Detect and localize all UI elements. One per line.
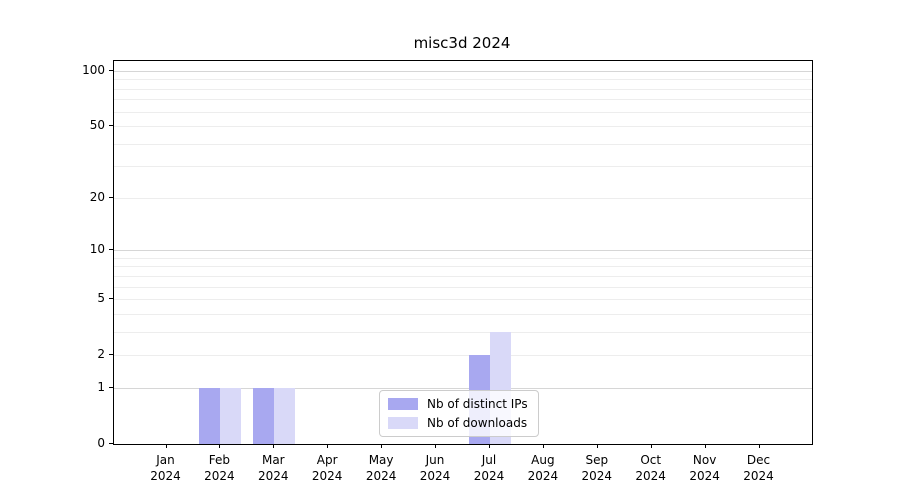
- y-tick-mark-20: [109, 196, 113, 198]
- y-tick-mark-1: [109, 386, 113, 388]
- x-tick-year: 2024: [527, 469, 559, 484]
- x-tick-month: Apr: [316, 453, 338, 467]
- x-tick-mark-jul: [489, 444, 490, 448]
- bar-nb-of-downloads-mar: [274, 387, 296, 444]
- x-tick-mark-dec: [758, 444, 760, 448]
- y-tick-label-5: 5: [97, 291, 105, 306]
- x-tick-label-may: May 2024: [349, 452, 413, 484]
- x-tick-mark-jan: [165, 444, 167, 448]
- x-tick-mark-oct: [650, 444, 652, 448]
- x-tick-label-oct: Oct 2024: [619, 452, 683, 484]
- chart-title: misc3d 2024: [413, 34, 511, 52]
- x-tick-year: 2024: [419, 469, 451, 484]
- gridline-60: [114, 111, 812, 113]
- legend: Nb of distinct IPs Nb of downloads: [379, 390, 539, 437]
- gridline-3: [114, 331, 812, 333]
- x-tick-mark-aug: [542, 444, 544, 448]
- plot-area: Nb of distinct IPs Nb of downloads: [113, 60, 813, 445]
- x-tick-mark-apr: [327, 444, 329, 448]
- y-tick-label-100: 100: [82, 62, 105, 77]
- gridline-100: [114, 70, 812, 72]
- gridline-9: [114, 257, 812, 259]
- legend-item-downloads: Nb of downloads: [388, 416, 528, 430]
- y-tick-mark-0: [109, 443, 113, 444]
- x-tick-label-aug: Aug 2024: [511, 452, 575, 484]
- x-tick-month: Dec: [746, 453, 771, 467]
- x-tick-month: Nov: [692, 453, 717, 467]
- y-tick-mark-5: [109, 298, 113, 300]
- x-tick-year: 2024: [743, 469, 774, 484]
- y-tick-label-2: 2: [97, 347, 105, 362]
- x-tick-label-jun: Jun 2024: [403, 452, 467, 484]
- x-tick-month: Sep: [585, 453, 609, 467]
- x-tick-label-dec: Dec 2024: [727, 452, 791, 484]
- y-tick-mark-10: [109, 249, 113, 251]
- y-tick-mark-100: [109, 69, 113, 71]
- y-tick-label-20: 20: [89, 189, 105, 204]
- x-tick-label-sep: Sep 2024: [565, 452, 629, 484]
- y-tick-label-50: 50: [89, 118, 105, 132]
- gridline-8: [114, 266, 812, 268]
- x-tick-month: Mar: [261, 453, 285, 467]
- gridline-40: [114, 143, 812, 145]
- gridline-20: [114, 197, 812, 199]
- gridline-2: [114, 355, 812, 357]
- x-tick-mark-may: [381, 444, 383, 448]
- y-tick-label-10: 10: [89, 242, 105, 257]
- legend-swatch-downloads: [388, 417, 418, 429]
- x-tick-year: 2024: [150, 469, 181, 484]
- x-tick-mark-sep: [596, 444, 598, 448]
- x-tick-month: Aug: [531, 453, 555, 467]
- x-tick-month: Jan: [156, 453, 175, 467]
- gridline-30: [114, 166, 812, 168]
- legend-label-distinct-ips: Nb of distinct IPs: [427, 397, 528, 411]
- y-tick-label-1: 1: [97, 379, 105, 394]
- x-tick-year: 2024: [473, 469, 505, 484]
- bar-nb-of-distinct-ips-feb: [199, 387, 221, 444]
- y-tick-label-0: 0: [97, 436, 105, 450]
- legend-item-distinct-ips: Nb of distinct IPs: [388, 397, 528, 411]
- x-tick-label-mar: Mar 2024: [241, 452, 305, 484]
- x-tick-label-nov: Nov 2024: [673, 452, 737, 484]
- bar-nb-of-distinct-ips-mar: [253, 387, 275, 444]
- x-tick-year: 2024: [311, 469, 343, 484]
- x-tick-month: Jul: [481, 453, 497, 467]
- x-tick-mark-nov: [704, 444, 706, 448]
- x-tick-year: 2024: [258, 469, 289, 484]
- x-tick-year: 2024: [365, 469, 397, 484]
- x-tick-label-jul: Jul 2024: [457, 452, 521, 484]
- gridline-4: [114, 313, 812, 315]
- x-tick-month: May: [368, 453, 394, 467]
- x-tick-month: Jun: [425, 453, 445, 467]
- y-tick-mark-2: [109, 354, 113, 356]
- legend-label-downloads: Nb of downloads: [427, 416, 528, 430]
- gridline-80: [114, 88, 812, 90]
- x-tick-mark-feb: [219, 444, 221, 448]
- x-tick-year: 2024: [581, 469, 613, 484]
- gridline-10: [114, 250, 812, 252]
- x-tick-label-apr: Apr 2024: [295, 452, 359, 484]
- gridline-7: [114, 275, 812, 277]
- x-tick-year: 2024: [635, 469, 666, 484]
- x-tick-year: 2024: [204, 469, 235, 484]
- gridline-50: [114, 126, 812, 127]
- x-tick-mark-mar: [273, 444, 275, 448]
- gridline-1: [114, 387, 812, 389]
- gridline-6: [114, 286, 812, 288]
- x-tick-month: Feb: [208, 453, 231, 467]
- x-tick-label-feb: Feb 2024: [187, 452, 251, 484]
- gridline-70: [114, 99, 812, 101]
- x-tick-mark-jun: [435, 444, 436, 448]
- legend-swatch-distinct-ips: [388, 398, 418, 410]
- gridline-90: [114, 79, 812, 81]
- x-tick-year: 2024: [689, 469, 720, 484]
- x-tick-label-jan: Jan 2024: [134, 452, 198, 484]
- gridline-5: [114, 299, 812, 301]
- y-tick-mark-50: [109, 125, 113, 126]
- x-tick-month: Oct: [640, 453, 662, 467]
- bar-nb-of-downloads-feb: [220, 387, 242, 444]
